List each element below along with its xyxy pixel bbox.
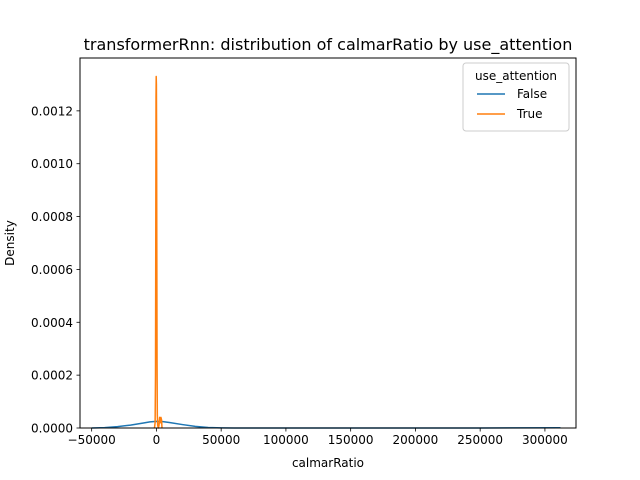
y-tick-label: 0.0002 xyxy=(31,369,73,383)
y-tick-label: 0.0004 xyxy=(31,316,73,330)
legend-label-false: False xyxy=(517,87,547,101)
x-tick-label: 150000 xyxy=(328,433,374,447)
y-tick-label: 0.0000 xyxy=(31,422,73,436)
x-tick-label: 200000 xyxy=(393,433,439,447)
x-tick-label: 250000 xyxy=(457,433,503,447)
y-tick-label: 0.0010 xyxy=(31,157,73,171)
y-tick-label: 0.0012 xyxy=(31,104,73,118)
y-tick-label: 0.0006 xyxy=(31,263,73,277)
legend-title: use_attention xyxy=(475,69,557,83)
y-axis: 0.0000 0.0002 0.0004 0.0006 0.0008 0.0010 0.00… xyxy=(31,104,80,436)
x-tick-label: 300000 xyxy=(522,433,568,447)
x-tick-label: −50000 xyxy=(68,433,116,447)
legend: use_attention False True xyxy=(462,62,570,132)
x-axis: −50000 0 50000 100000 150000 200000 250000 3000… xyxy=(68,428,568,447)
y-tick-label: 0.0008 xyxy=(31,210,73,224)
y-axis-label: Density xyxy=(3,220,17,266)
legend-label-true: True xyxy=(516,107,543,121)
legend-entries: False True xyxy=(477,87,547,121)
x-tick-label: 0 xyxy=(153,433,161,447)
x-tick-label: 100000 xyxy=(263,433,309,447)
chart-title: transformerRnn: distribution of calmarRa… xyxy=(84,35,573,55)
series-line-true xyxy=(153,75,163,429)
plot-frame xyxy=(79,57,577,429)
x-tick-label: 50000 xyxy=(202,433,240,447)
x-axis-label: calmarRatio xyxy=(292,456,364,470)
